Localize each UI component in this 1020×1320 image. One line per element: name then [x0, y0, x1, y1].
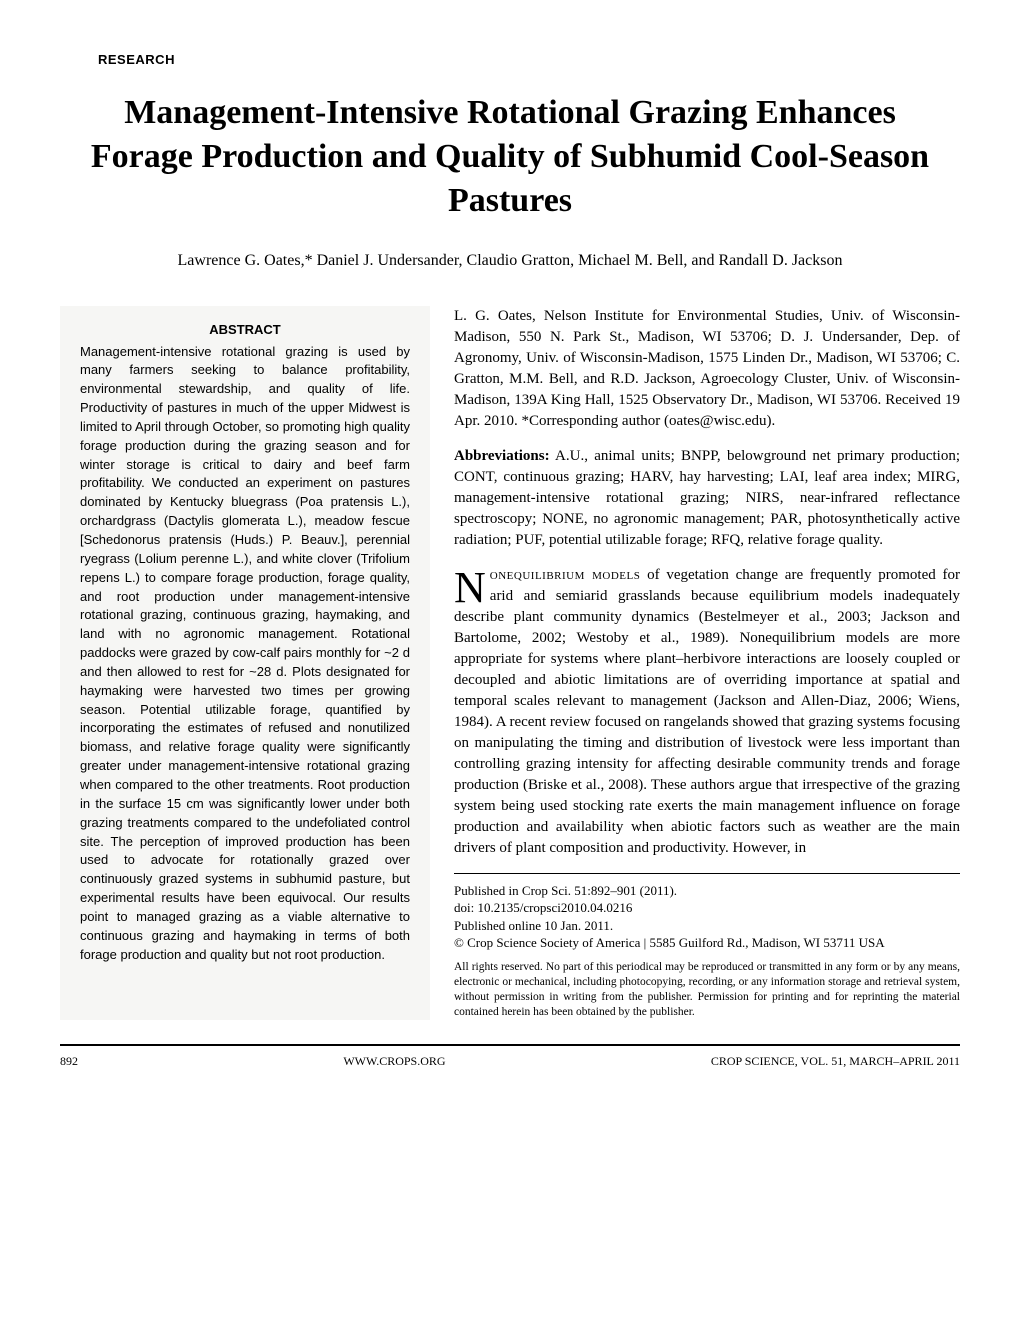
pub-line-4: © Crop Science Society of America | 5585… [454, 934, 960, 952]
authors-line: Lawrence G. Oates,* Daniel J. Undersande… [60, 252, 960, 270]
main-column: L. G. Oates, Nelson Institute for Enviro… [454, 306, 960, 1020]
pub-line-1: Published in Crop Sci. 51:892–901 (2011)… [454, 882, 960, 900]
publication-info: Published in Crop Sci. 51:892–901 (2011)… [454, 882, 960, 952]
dropcap: N [454, 565, 490, 606]
abstract-body: Management-intensive rotational grazing … [80, 343, 410, 965]
rights-statement: All rights reserved. No part of this per… [454, 960, 960, 1020]
abstract-heading: ABSTRACT [80, 322, 410, 337]
footer-issue: CROP SCIENCE, VOL. 51, MARCH–APRIL 2011 [711, 1054, 960, 1069]
body-paragraph: Nonequilibrium models of vegetation chan… [454, 565, 960, 859]
page-number: 892 [60, 1054, 78, 1069]
dropcap-smallcaps: onequilibrium models [490, 567, 641, 583]
pub-divider [454, 873, 960, 874]
footer: 892 WWW.CROPS.ORG CROP SCIENCE, VOL. 51,… [60, 1054, 960, 1069]
body-rest: of vegetation change are frequently prom… [454, 567, 960, 856]
affiliations: L. G. Oates, Nelson Institute for Enviro… [454, 306, 960, 432]
abbreviations-label: Abbreviations: [454, 448, 550, 464]
pub-line-2: doi: 10.2135/cropsci2010.04.0216 [454, 899, 960, 917]
footer-rule [60, 1044, 960, 1046]
abbreviations: Abbreviations: A.U., animal units; BNPP,… [454, 446, 960, 551]
two-column-layout: ABSTRACT Management-intensive rotational… [60, 306, 960, 1020]
footer-site: WWW.CROPS.ORG [78, 1054, 711, 1069]
pub-line-3: Published online 10 Jan. 2011. [454, 917, 960, 935]
article-title: Management-Intensive Rotational Grazing … [70, 91, 950, 224]
abstract-box: ABSTRACT Management-intensive rotational… [60, 306, 430, 1020]
section-label: RESEARCH [98, 52, 960, 67]
